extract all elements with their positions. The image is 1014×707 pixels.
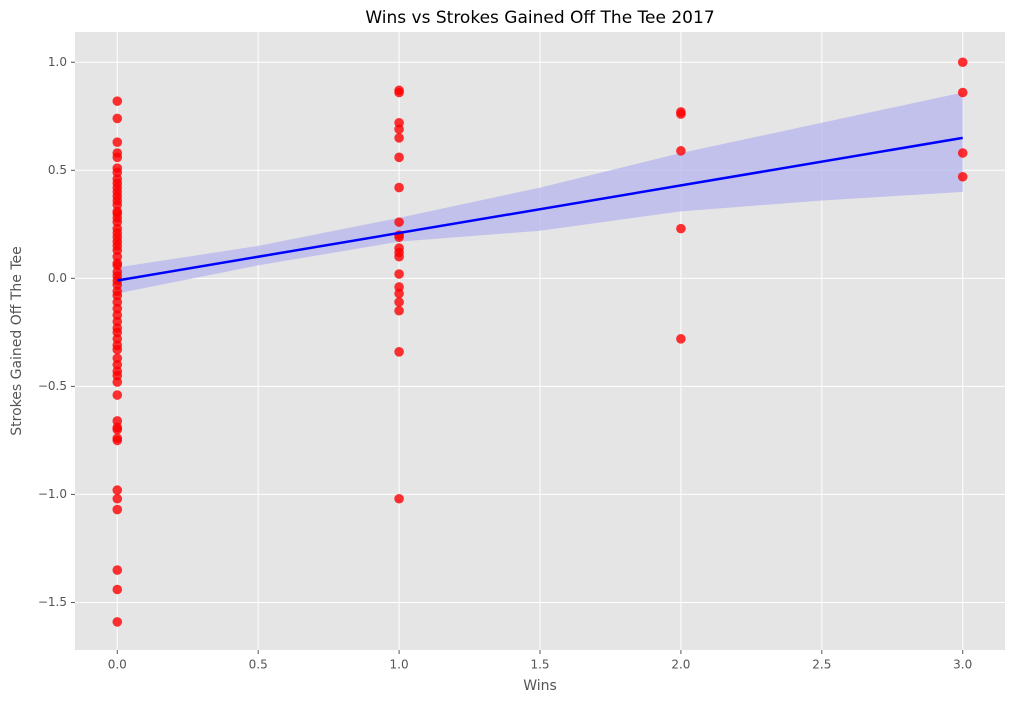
x-tick-label: 3.0 bbox=[953, 658, 972, 672]
point bbox=[957, 87, 968, 98]
point bbox=[394, 251, 404, 262]
point bbox=[394, 269, 404, 279]
point bbox=[112, 504, 123, 515]
point bbox=[112, 390, 123, 400]
point bbox=[394, 87, 404, 98]
point bbox=[112, 485, 123, 495]
x-tick-label: 1.5 bbox=[530, 658, 549, 672]
point bbox=[394, 493, 404, 504]
point bbox=[112, 113, 123, 124]
confidence-band bbox=[117, 92, 963, 294]
y-tick-label: 1.0 bbox=[48, 55, 67, 69]
x-tick-label: 0.5 bbox=[249, 658, 268, 672]
point bbox=[112, 424, 123, 435]
point bbox=[676, 334, 686, 344]
point bbox=[394, 232, 404, 243]
point bbox=[112, 493, 123, 504]
point bbox=[676, 223, 686, 234]
x-tick-label: 2.0 bbox=[671, 658, 690, 672]
point bbox=[112, 435, 123, 446]
point bbox=[394, 124, 404, 135]
point bbox=[957, 148, 968, 158]
y-tick-label: 0.0 bbox=[48, 271, 67, 285]
y-axis-label: Strokes Gained Off The Tee bbox=[9, 246, 25, 436]
point bbox=[394, 288, 404, 299]
point bbox=[394, 152, 404, 163]
x-tick-label: 2.5 bbox=[812, 658, 831, 672]
point bbox=[112, 152, 123, 163]
point bbox=[394, 347, 404, 357]
point bbox=[112, 377, 123, 387]
point bbox=[676, 109, 686, 119]
point bbox=[112, 617, 123, 627]
y-tick-label: −1.5 bbox=[38, 595, 67, 609]
y-tick-label: 0.5 bbox=[48, 163, 67, 177]
point bbox=[112, 137, 123, 148]
y-tick-label: −0.5 bbox=[38, 379, 67, 393]
point bbox=[394, 217, 404, 227]
x-tick-label: 0.0 bbox=[108, 658, 127, 672]
regression-line bbox=[117, 136, 963, 282]
point bbox=[957, 57, 968, 68]
point bbox=[957, 171, 968, 182]
point bbox=[112, 584, 123, 595]
point bbox=[112, 96, 123, 106]
point bbox=[394, 297, 404, 307]
x-tick-label: 1.0 bbox=[390, 658, 409, 672]
point bbox=[394, 133, 404, 143]
point bbox=[112, 344, 123, 355]
point bbox=[112, 565, 123, 575]
point bbox=[394, 305, 404, 316]
x-axis-label: Wins bbox=[523, 678, 557, 694]
point bbox=[676, 146, 686, 156]
y-tick-label: −1.0 bbox=[38, 487, 67, 501]
point bbox=[394, 182, 404, 193]
chart-title: Wins vs Strokes Gained Off The Tee 2017 bbox=[365, 8, 714, 28]
